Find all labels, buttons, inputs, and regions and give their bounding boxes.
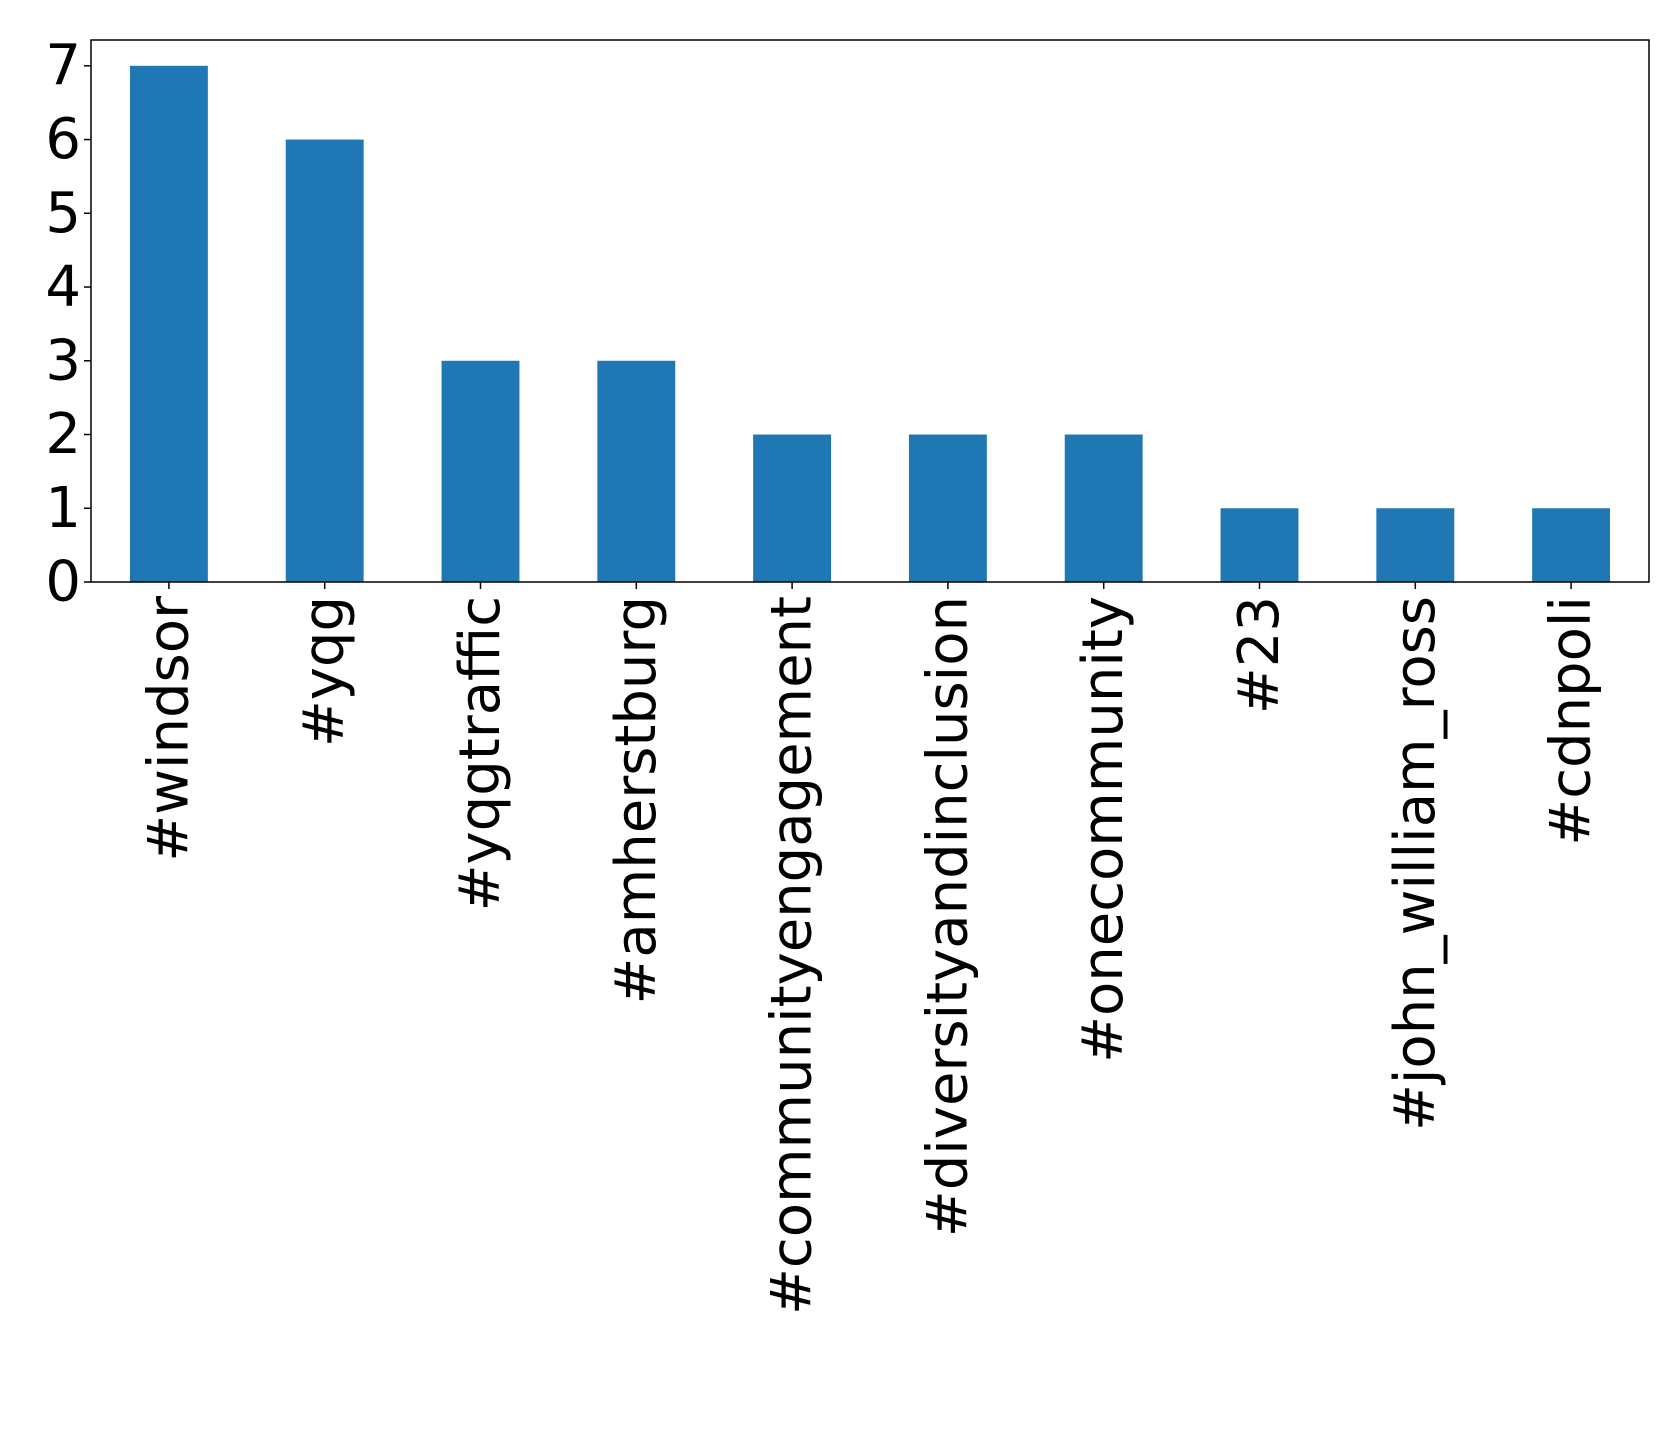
x-tick-label: #23 [1227, 596, 1292, 714]
x-tick-label: #yqg [292, 596, 357, 747]
x-tick-label: #diversityandinclusion [915, 596, 980, 1237]
y-tick-label: 5 [45, 181, 81, 246]
bar-onecommunity [1064, 434, 1143, 582]
bar-diversityandinclusion [908, 434, 987, 582]
x-tick-label: #windsor [136, 595, 201, 862]
x-tick-label: #onecommunity [1071, 596, 1136, 1063]
x-tick-label: #communityengagement [760, 596, 825, 1315]
bar-23 [1220, 508, 1299, 582]
bars [129, 65, 1611, 583]
y-tick-label: 0 [45, 550, 81, 615]
plot-area: 0 1 2 3 4 5 6 7 #windsor #yqg #yqgtraffic #amherst… [45, 33, 1650, 1315]
bar-john-william-ross [1376, 508, 1455, 582]
bar-amherstburg [597, 360, 676, 582]
x-tick-label: #amherstburg [604, 596, 669, 1005]
y-tick-label: 2 [45, 402, 81, 467]
x-tick-label: #cdnpoli [1539, 596, 1604, 846]
bar-cdnpoli [1532, 508, 1611, 582]
y-tick-label: 1 [45, 476, 81, 541]
x-tick-label: #yqgtraffic [448, 596, 513, 911]
bar-communityengagement [753, 434, 832, 582]
y-tick-label: 6 [45, 107, 81, 172]
x-tick-label: #john_william_ross [1383, 596, 1448, 1131]
y-axis: 0 1 2 3 4 5 6 7 [45, 33, 91, 615]
bar-yqg [285, 139, 364, 582]
x-axis: #windsor #yqg #yqgtraffic #amherstburg #comm… [136, 582, 1604, 1315]
y-tick-label: 7 [45, 33, 81, 98]
y-tick-label: 3 [45, 328, 81, 393]
bar-yqgtraffic [441, 360, 520, 582]
y-tick-label: 4 [45, 255, 81, 320]
axes-frame [90, 39, 1650, 583]
bar-windsor [129, 65, 208, 583]
